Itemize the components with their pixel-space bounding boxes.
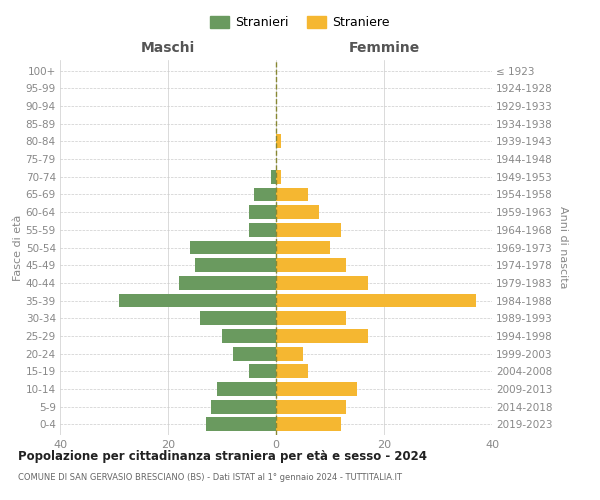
Bar [249,364,276,378]
Bar [200,312,276,325]
Bar [217,382,276,396]
Bar [249,223,276,236]
Y-axis label: Anni di nascita: Anni di nascita [559,206,568,289]
Bar [276,329,368,343]
Bar [276,134,281,148]
Bar [276,346,303,360]
Bar [276,240,330,254]
Bar [276,223,341,236]
Bar [276,382,357,396]
Bar [276,312,346,325]
Bar [276,258,346,272]
Text: Maschi: Maschi [141,40,195,54]
Bar [195,258,276,272]
Bar [211,400,276,413]
Bar [276,418,341,432]
Bar [222,329,276,343]
Bar [206,418,276,432]
Bar [276,276,368,290]
Bar [119,294,276,308]
Bar [249,205,276,219]
Bar [233,346,276,360]
Bar [276,170,281,183]
Y-axis label: Fasce di età: Fasce di età [13,214,23,280]
Bar [276,188,308,202]
Bar [276,400,346,413]
Legend: Stranieri, Straniere: Stranieri, Straniere [205,11,395,34]
Bar [271,170,276,183]
Bar [179,276,276,290]
Bar [254,188,276,202]
Bar [276,294,476,308]
Bar [190,240,276,254]
Bar [276,364,308,378]
Text: Popolazione per cittadinanza straniera per età e sesso - 2024: Popolazione per cittadinanza straniera p… [18,450,427,463]
Text: COMUNE DI SAN GERVASIO BRESCIANO (BS) - Dati ISTAT al 1° gennaio 2024 - TUTTITAL: COMUNE DI SAN GERVASIO BRESCIANO (BS) - … [18,472,402,482]
Text: Femmine: Femmine [349,40,419,54]
Bar [276,205,319,219]
